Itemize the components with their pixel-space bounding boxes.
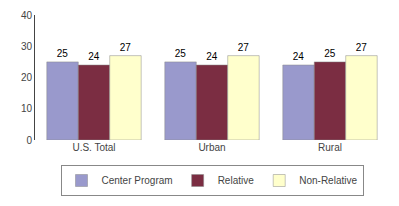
svg-text:20: 20 [21,72,33,83]
svg-text:Non-Relative: Non-Relative [299,175,357,186]
svg-text:0: 0 [26,135,32,146]
svg-text:Relative: Relative [218,175,255,186]
svg-text:25: 25 [175,48,187,59]
svg-text:24: 24 [206,51,218,62]
svg-text:30: 30 [21,41,33,52]
svg-text:Rural: Rural [318,142,342,153]
svg-text:10: 10 [21,103,33,114]
svg-text:25: 25 [57,48,69,59]
svg-text:U.S. Total: U.S. Total [72,142,115,153]
svg-text:40: 40 [21,10,33,21]
svg-text:24: 24 [88,51,100,62]
svg-text:25: 25 [324,48,336,59]
svg-text:24: 24 [293,51,305,62]
svg-text:27: 27 [120,42,132,53]
svg-text:Urban: Urban [198,142,225,153]
svg-text:27: 27 [356,42,368,53]
svg-text:27: 27 [238,42,250,53]
svg-text:Center Program: Center Program [102,175,173,186]
